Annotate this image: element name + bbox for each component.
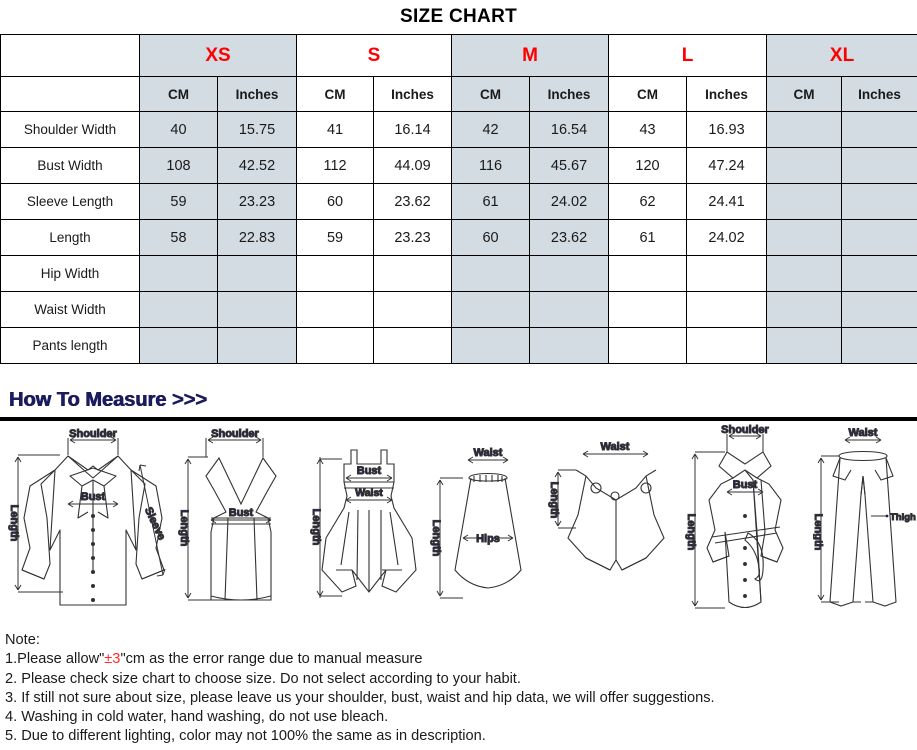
svg-text:Waist: Waist [601,441,630,453]
svg-text:Length: Length [685,514,697,551]
svg-text:Hips: Hips [476,533,500,545]
svg-text:Waist: Waist [849,427,878,439]
svg-text:Waist: Waist [355,487,383,499]
svg-text:Sleeve: Sleeve [142,505,168,542]
svg-text:Length: Length [430,520,442,557]
svg-text:Length: Length [310,509,322,546]
svg-text:Bust: Bust [357,465,382,477]
svg-text:Shoulder: Shoulder [211,428,259,440]
svg-text:Shoulder: Shoulder [69,428,117,440]
svg-text:Length: Length [178,510,190,547]
svg-text:Length: Length [813,514,824,551]
svg-text:Thigh: Thigh [890,512,916,523]
svg-text:Shoulder: Shoulder [721,424,769,436]
svg-text:Length: Length [548,482,560,519]
svg-text:Length: Length [8,505,20,542]
svg-text:Waist: Waist [474,447,503,459]
svg-text:Bust: Bust [229,507,254,519]
